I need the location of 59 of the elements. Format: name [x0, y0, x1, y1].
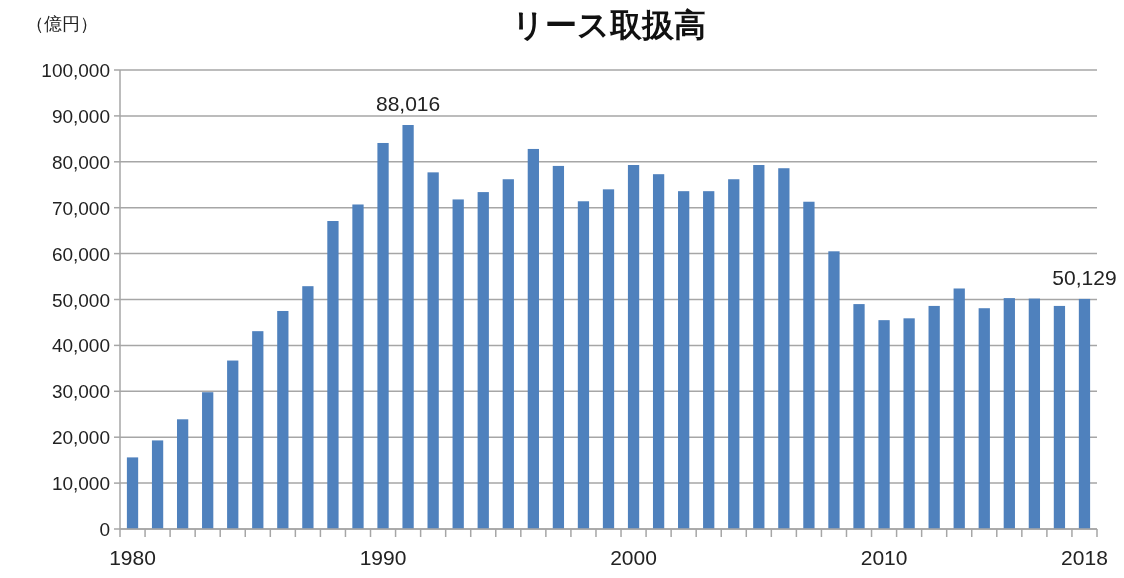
- y-tick-label: 30,000: [51, 381, 110, 403]
- y-tick-label: 0: [99, 519, 110, 540]
- x-tick-label: 1990: [359, 546, 407, 569]
- bar: [953, 288, 965, 529]
- bar: [1028, 298, 1041, 529]
- bar: [602, 189, 615, 529]
- y-tick-label: 100,000: [41, 60, 110, 81]
- bar: [527, 148, 539, 529]
- bar: [978, 308, 990, 529]
- bar: [577, 201, 590, 529]
- x-tick-label: 2010: [860, 546, 908, 569]
- bar: [151, 440, 164, 529]
- bar: [377, 142, 389, 529]
- bar: [402, 125, 414, 529]
- bar: [903, 318, 915, 529]
- bar: [252, 331, 264, 529]
- data-label: 88,016: [375, 92, 441, 116]
- data-label: 50,129: [1052, 265, 1117, 289]
- bar: [728, 179, 740, 529]
- bar: [477, 192, 489, 529]
- y-tick-label: 60,000: [51, 243, 110, 265]
- bar: [678, 191, 690, 529]
- bar: [878, 320, 890, 529]
- y-tick-label: 40,000: [51, 335, 110, 357]
- y-tick-label: 90,000: [51, 105, 110, 127]
- bar: [327, 221, 339, 529]
- bar: [277, 310, 289, 529]
- bar: [803, 201, 815, 529]
- y-tick-label: 20,000: [51, 427, 110, 449]
- y-tick-label: 70,000: [51, 197, 110, 219]
- y-tick-label: 50,000: [51, 289, 110, 311]
- bar: [352, 204, 364, 529]
- bar: [202, 392, 214, 529]
- y-axis-title: （億円）: [26, 14, 98, 34]
- bar: [1078, 298, 1091, 529]
- bar: [1053, 305, 1066, 529]
- y-tick-label: 80,000: [51, 151, 110, 173]
- bar: [703, 191, 715, 529]
- x-tick-label: 2018: [1061, 546, 1108, 569]
- bar: [452, 199, 464, 529]
- bar: [1003, 298, 1015, 529]
- bar: [753, 165, 765, 529]
- bar: [502, 179, 514, 529]
- bar: [302, 286, 314, 529]
- y-tick-label: 10,000: [51, 473, 110, 495]
- x-tick-label: 1980: [109, 546, 156, 569]
- bar: [427, 172, 439, 529]
- bar: [552, 165, 565, 529]
- bar: [126, 457, 139, 529]
- chart-title: リース取扱高: [511, 7, 706, 43]
- bar: [652, 174, 665, 529]
- bar: [627, 165, 640, 529]
- bar: [176, 419, 189, 529]
- x-tick-label: 2000: [610, 546, 657, 569]
- bar: [853, 304, 865, 529]
- bar: [227, 360, 239, 529]
- bar: [828, 251, 840, 529]
- bar: [778, 168, 790, 529]
- bar: [928, 305, 940, 529]
